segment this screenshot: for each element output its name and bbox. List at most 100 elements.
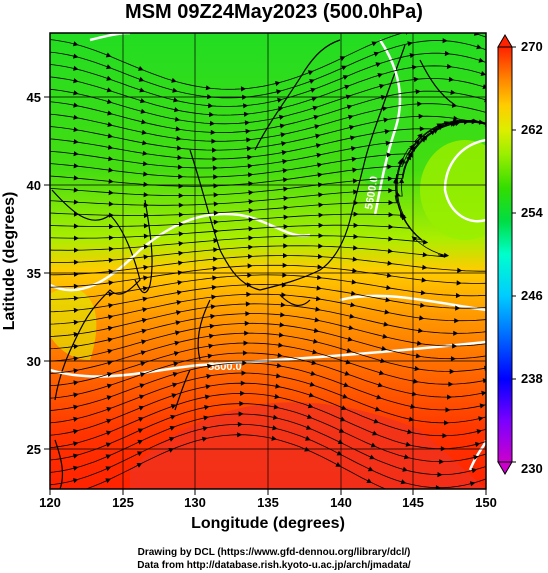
streamline-arrow [480,71,486,76]
streamline-arrow [407,41,413,47]
streamline-arrow [317,264,323,270]
streamline-arrow [213,192,219,198]
streamline-arrow [488,329,493,334]
streamline-arrow [108,167,114,173]
streamline-arrow [107,337,114,343]
streamline-arrow [108,257,114,263]
streamline-arrow [248,244,254,250]
streamline-arrow [385,140,391,146]
contour-5600-west [50,212,311,292]
streamline-arrow [177,280,183,286]
streamline [50,90,486,133]
streamline-arrow [73,453,79,459]
streamline-arrow [279,114,285,120]
streamline-arrow [209,120,215,126]
streamline-arrow [211,285,217,291]
x-tick-label: 120 [39,495,61,510]
streamline-arrow [237,421,243,427]
streamline-arrow [213,183,219,189]
streamline-arrow [352,256,358,262]
streamline-arrow [143,244,149,250]
streamline-arrow [413,378,419,384]
colorbar-tick-label: 246 [521,288,543,303]
streamline [50,103,486,142]
streamline-arrow [105,478,111,484]
streamline-arrow [139,383,145,389]
streamline-arrow [280,312,286,318]
streamline-arrow [240,390,246,396]
streamline-arrow [453,115,459,121]
streamline-arrow [141,317,148,323]
streamline-arrow [491,293,496,298]
streamline-arrow [173,361,179,367]
x-tick-label: 125 [112,495,134,510]
streamline-arrow [272,414,279,420]
streamline-arrow [279,123,286,129]
streamline-arrow [353,200,359,206]
streamline-arrow [204,394,211,400]
streamline-arrow [143,171,149,177]
streamline-arrow [205,85,211,91]
streamline-arrow [176,310,182,316]
map-title: MSM 09Z24May2023 (500.0hPa) [125,1,423,23]
streamline-arrow [443,252,450,258]
streamline-arrow [283,214,289,220]
streamline-arrow [283,224,289,230]
streamline-arrow [444,420,449,426]
streamline-arrow [335,462,342,467]
streamline [50,403,486,463]
colorbar-tick-label: 230 [521,461,543,476]
streamline-arrow [380,358,386,364]
streamline-arrow [371,41,378,47]
streamline [50,372,486,424]
streamline-arrow [283,186,289,192]
streamline-arrow [213,201,219,207]
streamline-arrow [107,110,113,116]
streamline-arrow [137,451,143,457]
streamline-arrow [346,348,353,353]
streamline-arrow [422,252,428,258]
streamline-arrow [343,382,349,388]
streamline-arrow [176,145,183,151]
streamline-arrow [313,338,319,344]
streamline-arrow [352,167,358,173]
streamline-arrow [210,129,216,135]
streamline-arrow [399,178,405,184]
wind-streamlines [50,25,497,489]
streamline-arrow [108,314,114,320]
streamline-arrow [383,321,389,327]
streamline-arrow [439,459,445,465]
streamline-arrow [282,177,289,183]
streamline [50,423,486,489]
x-tick-label: 150 [475,495,497,510]
streamline-arrow [73,416,79,422]
streamline-arrow [482,378,486,384]
streamline-arrow [312,105,319,111]
streamline-arrow [341,65,347,71]
streamline-arrow [455,292,461,299]
streamline-arrow [375,62,382,68]
streamline-arrow [315,143,322,149]
streamline-arrow [211,138,217,144]
streamline-arrow [143,264,149,271]
streamline-arrow [450,89,456,95]
streamline-arrow [492,281,497,286]
streamline-arrow [205,384,211,390]
streamline-arrow [281,141,287,147]
streamline-arrow [353,222,359,228]
streamline-arrow [409,53,415,59]
streamline-arrow [440,25,445,30]
streamline-arrow [377,382,384,388]
y-tick-label: 35 [27,266,41,281]
streamline-arrow [353,245,359,251]
streamline-arrow [315,306,321,312]
colorbar-max-triangle [497,34,513,48]
streamline-arrow [174,340,180,346]
streamline-arrow [73,380,79,386]
streamline-arrow [416,340,423,346]
streamline-arrow [106,418,112,424]
streamline-arrow [73,429,79,435]
streamline-arrow [174,107,180,113]
streamline-arrow [380,94,387,100]
streamline-arrow [386,152,392,158]
